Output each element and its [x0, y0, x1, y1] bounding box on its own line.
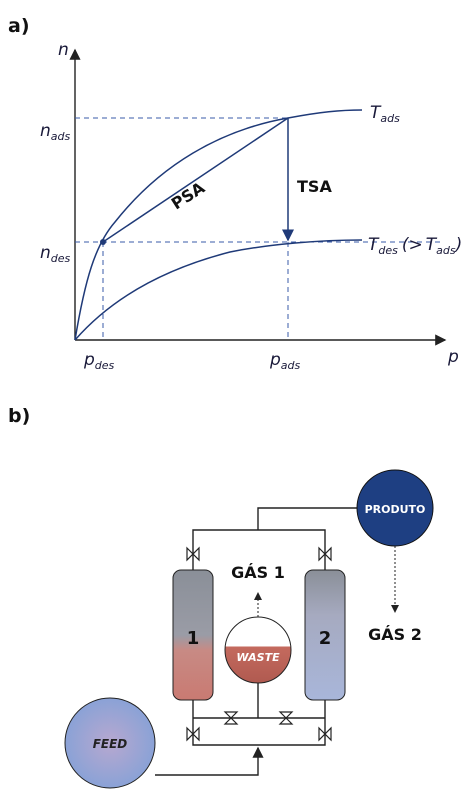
pipe	[155, 748, 258, 775]
n-des-main: n	[40, 243, 51, 263]
p-des: pdes	[83, 350, 115, 372]
p-ads-main: p	[269, 350, 281, 370]
t-des-ref-sub: ads	[436, 244, 456, 257]
waste-label: WASTE	[236, 651, 280, 664]
point	[100, 239, 106, 245]
t-des-sub: des	[378, 244, 398, 257]
feed-label: FEED	[93, 737, 128, 751]
figure: a) n p PSA TSA nads ndes pdes pads Tads …	[0, 0, 462, 799]
n-des: ndes	[40, 243, 71, 265]
column-label: 1	[187, 628, 200, 649]
column-label: 2	[319, 628, 332, 649]
t-ads-sub: ads	[380, 112, 400, 125]
pipe	[258, 508, 357, 530]
gas1-label: GÁS 1	[231, 563, 285, 582]
gas2-label: GÁS 2	[368, 625, 422, 644]
t-ads: Tads	[370, 103, 400, 125]
x-axis-label: p	[447, 347, 459, 367]
p-des-main: p	[83, 350, 95, 370]
waste-vessel	[225, 617, 291, 683]
tsa-label: TSA	[297, 177, 332, 196]
t-des: Tdes(>Tads)	[368, 235, 462, 257]
n-ads-main: n	[40, 121, 51, 141]
p-ads-sub: ads	[281, 359, 301, 372]
isotherm-des	[75, 240, 362, 340]
panel-label: b)	[8, 405, 30, 427]
n-des-sub: des	[51, 252, 71, 265]
t-des-open: (>	[402, 235, 423, 255]
panel-label: a)	[8, 15, 30, 37]
p-ads: pads	[269, 350, 301, 372]
produto-label: PRODUTO	[365, 503, 426, 516]
p-des-sub: des	[95, 359, 115, 372]
n-ads-sub: ads	[51, 130, 71, 143]
isotherm-ads	[75, 110, 362, 340]
y-axis-label: n	[58, 40, 69, 60]
psa-label: PSA	[168, 178, 209, 214]
t-des-close: )	[454, 235, 462, 255]
n-ads: nads	[40, 121, 71, 143]
pipe	[193, 700, 325, 745]
